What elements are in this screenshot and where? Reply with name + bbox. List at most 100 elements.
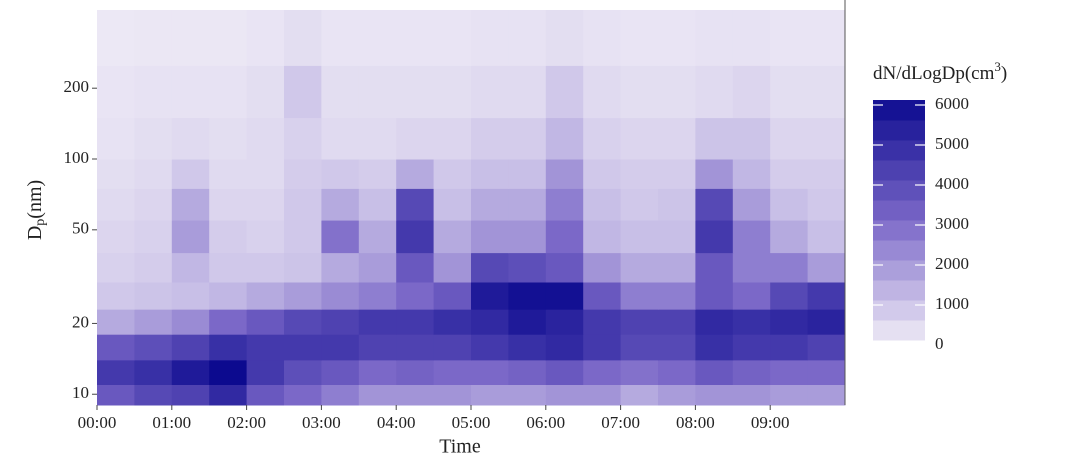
heat-cell	[359, 159, 397, 189]
heat-cell	[621, 188, 659, 220]
heat-cell	[396, 334, 434, 360]
heat-cell	[808, 282, 846, 310]
heat-cell	[770, 282, 808, 310]
heat-cell	[695, 65, 733, 118]
heat-cell	[695, 282, 733, 310]
x-axis-label: Time	[439, 436, 481, 458]
heat-cell	[471, 188, 509, 220]
heat-cell	[284, 360, 322, 385]
heat-cell	[658, 188, 696, 220]
heat-cell	[695, 384, 733, 405]
heat-cell	[621, 159, 659, 189]
heat-cell	[808, 10, 846, 66]
heat-cell	[172, 384, 210, 405]
heat-cell	[396, 188, 434, 220]
colorbar-step	[873, 180, 925, 201]
y-tick-label: 50	[72, 219, 89, 238]
heat-cell	[434, 188, 472, 220]
heat-cell	[733, 10, 771, 66]
heat-cell	[209, 65, 247, 118]
heat-cell	[97, 118, 135, 160]
heat-cell	[321, 118, 359, 160]
heat-cell	[733, 188, 771, 220]
heat-cell	[434, 309, 472, 335]
heat-cell	[508, 253, 546, 283]
colorbar-label: 0	[935, 334, 944, 353]
heat-cell	[359, 220, 397, 253]
heat-cell	[658, 360, 696, 385]
heat-cell	[359, 10, 397, 66]
heat-cell	[247, 360, 285, 385]
heat-cell	[471, 282, 509, 310]
colorbar-label: 5000	[935, 134, 969, 153]
heat-cell	[658, 253, 696, 283]
heat-cell	[396, 309, 434, 335]
y-axis-label: Dp(nm)	[24, 180, 49, 240]
heat-cell	[471, 65, 509, 118]
heat-cell	[546, 282, 584, 310]
heat-cell	[808, 384, 846, 405]
heat-cell	[396, 360, 434, 385]
heat-cell	[284, 10, 322, 66]
heat-cell	[172, 309, 210, 335]
heat-cell	[583, 188, 621, 220]
heat-cell	[396, 282, 434, 310]
colorbar-label: 1000	[935, 294, 969, 313]
heat-cell	[209, 159, 247, 189]
heat-cell	[247, 384, 285, 405]
legend-title-main: dN/dLogDp(cm	[873, 63, 995, 84]
heat-cell	[471, 159, 509, 189]
heat-cell	[97, 65, 135, 118]
heat-cell	[134, 188, 172, 220]
heat-cell	[471, 253, 509, 283]
heat-cell	[359, 334, 397, 360]
heat-cell	[396, 384, 434, 405]
heat-cell	[321, 309, 359, 335]
heat-cell	[97, 334, 135, 360]
heat-cell	[546, 10, 584, 66]
heat-cell	[209, 334, 247, 360]
heat-cell	[321, 253, 359, 283]
heat-cell	[134, 253, 172, 283]
heat-cell	[247, 118, 285, 160]
heat-cell	[770, 220, 808, 253]
heat-cell	[583, 360, 621, 385]
heat-cell	[321, 159, 359, 189]
heat-cell	[808, 253, 846, 283]
y-label-rest: (nm)	[24, 180, 46, 219]
heat-cell	[583, 384, 621, 405]
heat-cell	[808, 159, 846, 189]
heat-cell	[209, 282, 247, 310]
heat-cell	[621, 309, 659, 335]
heat-cell	[471, 10, 509, 66]
heat-cell	[508, 334, 546, 360]
heat-cell	[284, 282, 322, 310]
heat-cell	[172, 282, 210, 310]
heat-cell	[247, 10, 285, 66]
heat-cell	[471, 118, 509, 160]
heat-cell	[546, 159, 584, 189]
heat-cell	[97, 10, 135, 66]
heat-cell	[621, 360, 659, 385]
heat-cell	[284, 65, 322, 118]
heat-cell	[583, 253, 621, 283]
heat-cell	[134, 220, 172, 253]
heat-cell	[546, 309, 584, 335]
heat-cell	[770, 159, 808, 189]
heat-cell	[546, 118, 584, 160]
y-label-sub: p	[33, 219, 48, 226]
heat-cell	[396, 118, 434, 160]
heat-cell	[434, 253, 472, 283]
heat-cell	[396, 253, 434, 283]
heat-cell	[434, 10, 472, 66]
heat-cell	[508, 220, 546, 253]
y-tick-label: 100	[64, 148, 90, 167]
heat-cell	[321, 334, 359, 360]
heat-cell	[359, 118, 397, 160]
heat-cell	[172, 188, 210, 220]
heat-cell	[247, 334, 285, 360]
heat-cell	[359, 360, 397, 385]
heat-cell	[733, 282, 771, 310]
heat-cell	[508, 65, 546, 118]
heat-cell	[247, 65, 285, 118]
